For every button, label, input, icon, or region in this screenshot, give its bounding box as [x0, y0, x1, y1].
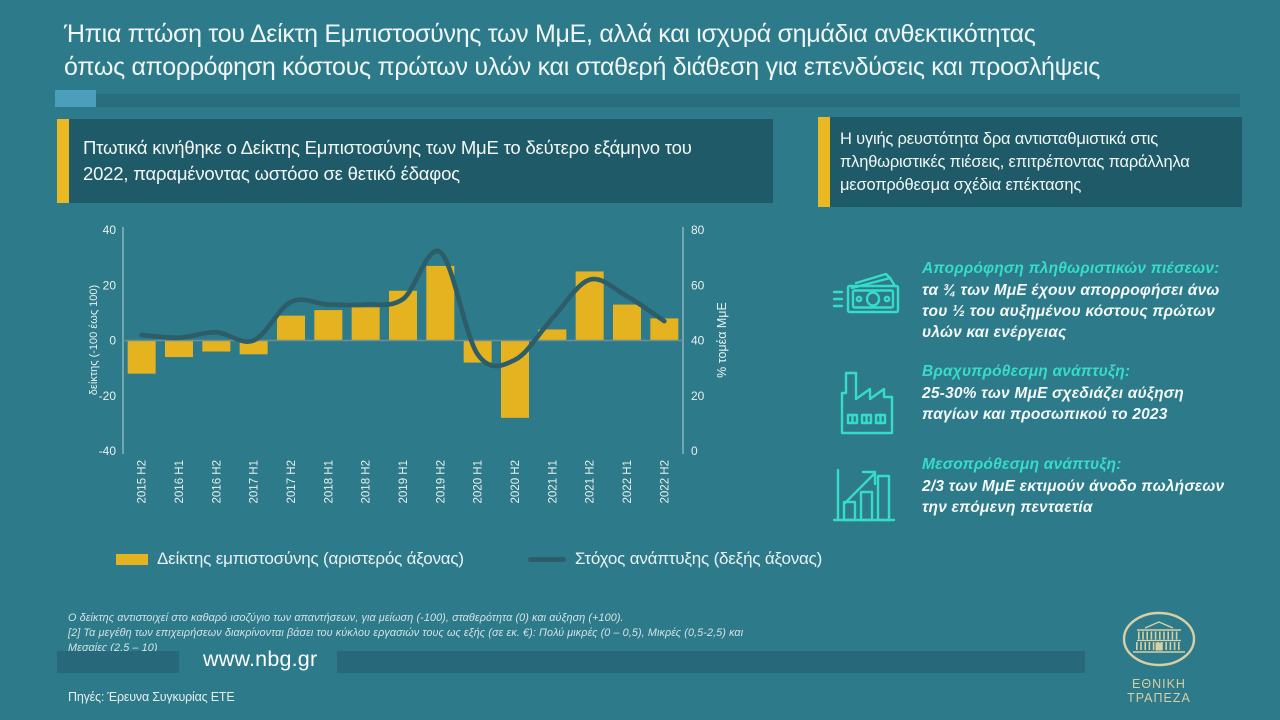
svg-text:2022 H1: 2022 H1 — [622, 460, 634, 503]
legend-bar-label: Δείκτης εμπιστοσύνης (αριστερός άξονας) — [157, 549, 464, 568]
bar-2021 H1 — [538, 329, 567, 341]
bar-2015 H2 — [127, 340, 156, 374]
chart-legend: Δείκτης εμπιστοσύνης (αριστερός άξονας) … — [116, 549, 822, 569]
title-line-1: Ήπια πτώση του Δείκτη Εμπιστοσύνης των Μ… — [64, 20, 1036, 48]
svg-text:2015 H2: 2015 H2 — [137, 460, 149, 503]
bar-2017 H2 — [277, 315, 305, 341]
confidence-chart: 40 20 0 -20 -40 80 60 40 20 0 2015 H2 2016 H1 2016 H… — [88, 223, 729, 503]
highlight-body: τα ¾ των ΜμΕ έχουν απορροφήσει άνω του ½… — [922, 282, 1220, 341]
highlight-heading: Βραχυπρόθεσμη ανάπτυξη: — [922, 363, 1131, 380]
svg-text:2018 H1: 2018 H1 — [323, 460, 335, 503]
svg-text:2021 H2: 2021 H2 — [585, 460, 597, 503]
svg-text:0: 0 — [691, 444, 698, 458]
growth-chart-icon — [828, 462, 906, 533]
svg-text:60: 60 — [691, 278, 705, 292]
page-title: Ήπια πτώση του Δείκτη Εμπιστοσύνης των Μ… — [64, 18, 1184, 84]
nbg-logo: ΕΘΝΙΚΗ ΤΡΑΠΕΖΑ — [1104, 611, 1214, 705]
bar-2022 H1 — [613, 304, 641, 341]
svg-text:2016 H1: 2016 H1 — [174, 460, 186, 503]
callout-left-text: Πτωτικά κινήθηκε ο Δείκτης Εμπιστοσύνης … — [83, 137, 692, 184]
svg-text:2019 H2: 2019 H2 — [435, 460, 447, 503]
title-accent-square — [55, 90, 96, 107]
legend-item-line: Στόχος ανάπτυξης (δεξής άξονας) — [527, 549, 823, 569]
legend-item-bar: Δείκτης εμπιστοσύνης (αριστερός άξονας) — [116, 549, 464, 569]
svg-text:-20: -20 — [99, 389, 117, 403]
svg-text:2017 H2: 2017 H2 — [286, 460, 298, 503]
growth-target-line — [139, 248, 667, 369]
bar-2022 H2 — [650, 318, 679, 341]
footnotes: Ο δείκτης αντιστοιχεί στο καθαρό ισοζύγι… — [68, 611, 773, 656]
banknotes-icon — [828, 266, 906, 333]
bar-2018 H1 — [314, 310, 343, 341]
legend-line-label: Στόχος ανάπτυξης (δεξής άξονας) — [574, 549, 823, 568]
title-underline-band — [57, 94, 1240, 107]
yellow-accent-bar — [57, 119, 69, 203]
bar-swatch-icon — [116, 553, 148, 565]
footer-band-right — [337, 651, 1085, 673]
svg-text:40: 40 — [691, 334, 705, 348]
svg-text:δείκτης (-100 έως 100): δείκτης (-100 έως 100) — [88, 285, 100, 395]
svg-text:% τομέα ΜμΕ: % τομέα ΜμΕ — [715, 302, 729, 378]
factory-icon — [828, 369, 906, 444]
callout-right-text: Η υγιής ρευστότητα δρα αντισταθμιστικά σ… — [840, 129, 1190, 194]
sources-note: Πηγές: Έρευνα Συγκυρίας ΕΤΕ — [68, 690, 235, 704]
footnote-1: Ο δείκτης αντιστοιχεί στο καθαρό ισοζύγι… — [68, 612, 624, 624]
svg-text:80: 80 — [691, 223, 705, 237]
callout-chart-summary: Πτωτικά κινήθηκε ο Δείκτης Εμπιστοσύνης … — [57, 119, 773, 203]
title-line-2: όπως απορρόφηση κόστους πρώτων υλών και … — [64, 53, 1100, 81]
svg-text:2016 H2: 2016 H2 — [211, 460, 223, 503]
svg-text:20: 20 — [103, 278, 117, 292]
highlight-inflation-absorption: Απορρόφηση πληθωριστικών πιέσεων: τα ¾ τ… — [828, 260, 1242, 343]
bar-2016 H2 — [202, 340, 231, 352]
highlight-heading: Απορρόφηση πληθωριστικών πιέσεων: — [922, 260, 1220, 277]
confidence-chart-container: 40 20 0 -20 -40 80 60 40 20 0 2015 H2 2016 H1 2016 H… — [85, 222, 775, 524]
highlight-heading: Μεσοπρόθεσμη ανάπτυξη: — [922, 456, 1122, 473]
highlight-body: 2/3 των ΜμΕ εκτιμούν άνοδο πωλήσεων την … — [922, 478, 1225, 516]
svg-text:2020 H2: 2020 H2 — [510, 460, 522, 503]
line-swatch-icon — [527, 556, 566, 562]
bar-2016 H1 — [165, 340, 193, 358]
callout-liquidity: Η υγιής ρευστότητα δρα αντισταθμιστικά σ… — [818, 117, 1242, 207]
footer-band-left — [57, 651, 179, 673]
nbg-url-link[interactable]: www.nbg.gr — [203, 647, 318, 671]
svg-text:40: 40 — [103, 223, 117, 237]
svg-text:2018 H2: 2018 H2 — [361, 460, 373, 503]
yellow-accent-bar — [818, 117, 830, 207]
highlight-medium-term-growth: Μεσοπρόθεσμη ανάπτυξη: 2/3 των ΜμΕ εκτιμ… — [828, 456, 1242, 533]
nbg-building-logo-icon — [1122, 611, 1196, 667]
bar-2017 H1 — [239, 340, 268, 355]
svg-text:2022 H2: 2022 H2 — [659, 460, 671, 503]
svg-text:-40: -40 — [99, 444, 117, 458]
highlight-body: 25-30% των ΜμΕ σχεδιάζει αύξηση παγίων κ… — [922, 385, 1184, 423]
svg-text:2019 H1: 2019 H1 — [398, 460, 410, 503]
svg-text:2017 H1: 2017 H1 — [249, 460, 261, 503]
svg-text:20: 20 — [691, 389, 705, 403]
bar-2018 H2 — [351, 307, 380, 341]
logo-text: ΕΘΝΙΚΗ ΤΡΑΠΕΖΑ — [1127, 677, 1191, 705]
svg-text:2020 H1: 2020 H1 — [473, 460, 485, 503]
svg-text:0: 0 — [109, 334, 116, 348]
bar-2019 H2 — [426, 265, 455, 341]
highlight-short-term-growth: Βραχυπρόθεσμη ανάπτυξη: 25-30% των ΜμΕ σ… — [828, 363, 1242, 444]
svg-text:2021 H1: 2021 H1 — [547, 460, 559, 503]
